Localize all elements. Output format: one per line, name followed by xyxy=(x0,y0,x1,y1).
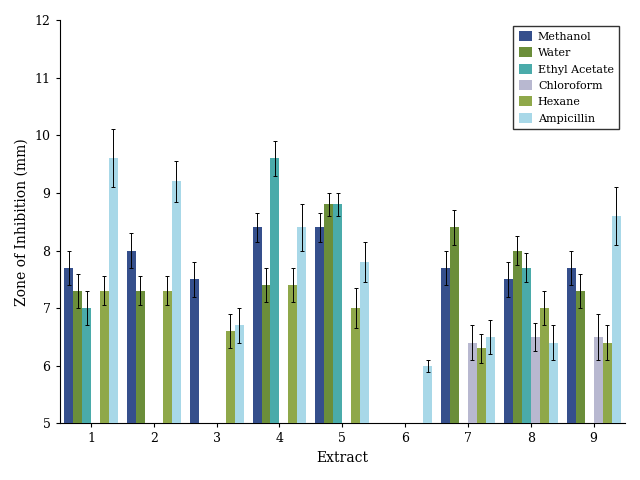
Bar xyxy=(73,291,82,480)
Bar xyxy=(540,308,548,480)
Y-axis label: Zone of Inhibition (mm): Zone of Inhibition (mm) xyxy=(15,138,29,306)
Bar xyxy=(477,348,486,480)
Bar xyxy=(548,343,557,480)
Bar xyxy=(593,337,603,480)
Bar xyxy=(612,216,621,480)
Bar xyxy=(172,181,180,480)
Bar xyxy=(298,228,307,480)
Bar xyxy=(100,291,109,480)
Bar xyxy=(163,291,172,480)
Bar xyxy=(504,279,513,480)
Bar xyxy=(235,325,244,480)
Bar xyxy=(82,308,91,480)
Bar xyxy=(486,337,495,480)
Bar xyxy=(603,343,612,480)
Bar xyxy=(441,268,450,480)
Bar xyxy=(351,308,360,480)
Bar xyxy=(360,262,369,480)
Bar xyxy=(109,158,118,480)
Bar xyxy=(522,268,531,480)
Bar xyxy=(333,204,342,480)
Bar xyxy=(575,291,584,480)
Bar xyxy=(262,285,271,480)
Bar xyxy=(253,228,262,480)
Bar xyxy=(271,158,280,480)
Bar xyxy=(566,268,575,480)
Bar xyxy=(64,268,73,480)
Bar xyxy=(226,331,235,480)
Bar xyxy=(127,251,136,480)
Bar xyxy=(324,204,333,480)
Bar xyxy=(531,337,540,480)
Bar xyxy=(316,228,324,480)
Bar xyxy=(468,343,477,480)
Bar xyxy=(136,291,145,480)
Bar xyxy=(450,228,459,480)
Bar xyxy=(289,285,298,480)
Bar xyxy=(513,251,522,480)
Bar xyxy=(189,279,198,480)
Bar xyxy=(423,366,432,480)
Legend: Methanol, Water, Ethyl Acetate, Chloroform, Hexane, Ampicillin: Methanol, Water, Ethyl Acetate, Chlorofo… xyxy=(513,25,620,129)
X-axis label: Extract: Extract xyxy=(316,451,368,465)
